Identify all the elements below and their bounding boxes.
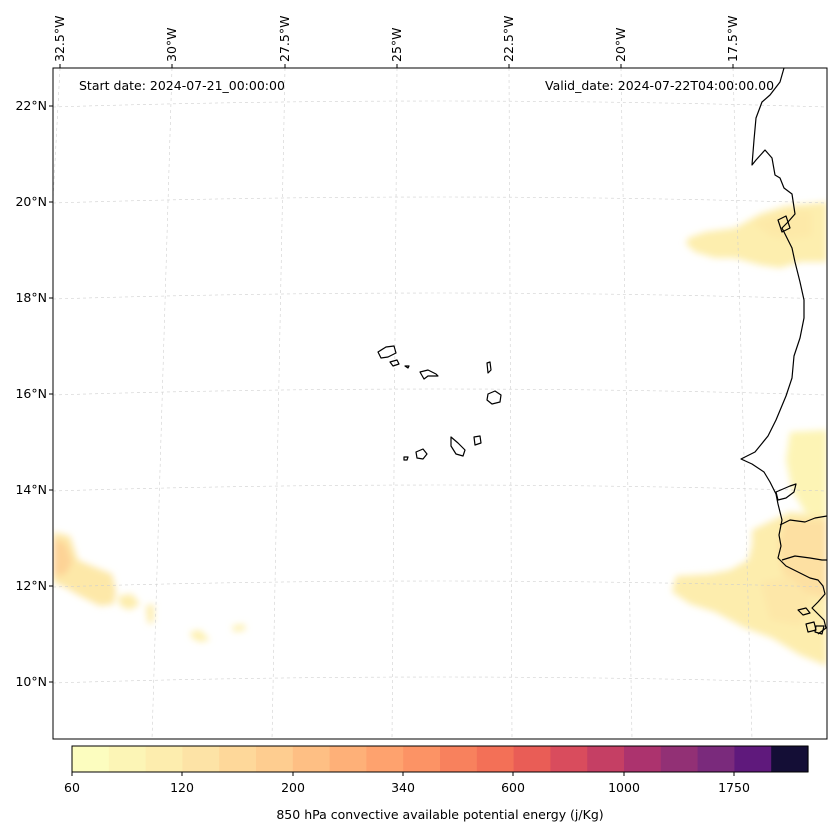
island-santa-luzia bbox=[404, 365, 410, 369]
lat-label: 12°N bbox=[15, 578, 47, 593]
colorbar-swatch bbox=[145, 746, 183, 772]
island-fogo bbox=[415, 448, 428, 460]
cape-region-west-edge bbox=[53, 532, 154, 624]
colorbar-swatch bbox=[182, 746, 220, 772]
colorbar-swatch bbox=[550, 746, 588, 772]
island-santiago bbox=[450, 436, 466, 457]
lon-label: 32.5°W bbox=[52, 15, 67, 62]
colorbar-tick-label: 600 bbox=[501, 780, 525, 795]
colorbar-swatch bbox=[697, 746, 735, 772]
colorbar-swatch bbox=[403, 746, 441, 772]
lon-label: 22.5°W bbox=[501, 15, 516, 62]
colorbar-ticks bbox=[71, 772, 735, 776]
start-date-label: Start date: 2024-07-21_00:00:00 bbox=[79, 78, 285, 93]
island-boa-vista bbox=[486, 390, 502, 405]
colorbar-swatch bbox=[476, 746, 515, 772]
lat-label: 14°N bbox=[15, 482, 47, 497]
colorbar-swatch bbox=[292, 746, 331, 772]
colorbar-tick-label: 120 bbox=[170, 780, 194, 795]
cape-field bbox=[53, 202, 827, 666]
lon-label: 30°W bbox=[164, 27, 179, 62]
colorbar-swatch bbox=[587, 746, 625, 772]
map-frame bbox=[52, 67, 828, 740]
island-santo-antao bbox=[377, 345, 397, 359]
lat-label: 10°N bbox=[15, 674, 47, 689]
bissagos-1 bbox=[797, 607, 811, 616]
colorbar-swatch bbox=[734, 746, 772, 772]
colorbar bbox=[72, 746, 809, 772]
graticule bbox=[53, 68, 827, 739]
colorbar-swatch bbox=[624, 746, 662, 772]
colorbar-swatch bbox=[660, 746, 699, 772]
colorbar-swatch bbox=[72, 746, 110, 772]
colorbar-tick-label: 1750 bbox=[718, 780, 750, 795]
lon-label: 20°W bbox=[613, 27, 628, 62]
lon-label: 27.5°W bbox=[277, 15, 292, 62]
bissagos-2 bbox=[805, 621, 817, 633]
gambia-outline bbox=[775, 483, 797, 501]
colorbar-swatch bbox=[256, 746, 294, 772]
island-maio bbox=[473, 435, 482, 446]
lat-ticks bbox=[49, 105, 53, 683]
island-sao-nicolau bbox=[419, 369, 439, 380]
coastlines bbox=[377, 68, 827, 635]
colorbar-tick-label: 200 bbox=[281, 780, 305, 795]
bissagos-3 bbox=[814, 625, 825, 635]
colorbar-swatch bbox=[329, 746, 367, 772]
colorbar-tick-label: 340 bbox=[391, 780, 415, 795]
lat-label: 18°N bbox=[15, 290, 47, 305]
colorbar-title: 850 hPa convective available potential e… bbox=[276, 807, 604, 822]
colorbar-frame bbox=[71, 745, 809, 773]
lat-label: 20°N bbox=[15, 194, 47, 209]
island-sal bbox=[486, 361, 492, 374]
cape-region-senegal bbox=[672, 430, 827, 666]
island-brava bbox=[403, 456, 409, 461]
lat-label: 22°N bbox=[15, 98, 47, 113]
valid-date-label: Valid_date: 2024-07-22T04:00:00.00 bbox=[545, 78, 775, 93]
lat-label: 16°N bbox=[15, 386, 47, 401]
colorbar-swatch bbox=[219, 746, 257, 772]
cape-region-small-cells bbox=[190, 624, 246, 642]
colorbar-tick-label: 60 bbox=[64, 780, 80, 795]
colorbar-swatch bbox=[771, 746, 809, 772]
colorbar-swatch bbox=[440, 746, 478, 772]
lon-label: 25°W bbox=[389, 27, 404, 62]
cape-region-mauritania bbox=[686, 202, 827, 268]
colorbar-swatch bbox=[108, 746, 147, 772]
colorbar-tick-label: 1000 bbox=[608, 780, 640, 795]
lon-ticks bbox=[59, 64, 734, 68]
cape-verdean-coast-detail bbox=[777, 215, 791, 233]
casamance-detail bbox=[781, 555, 827, 561]
colorbar-swatch bbox=[366, 746, 404, 772]
africa-coastline bbox=[740, 68, 827, 635]
lon-label: 17.5°W bbox=[725, 15, 740, 62]
colorbar-swatch bbox=[513, 746, 551, 772]
island-sao-vicente bbox=[389, 359, 400, 367]
senegal-river-detail bbox=[779, 515, 827, 526]
